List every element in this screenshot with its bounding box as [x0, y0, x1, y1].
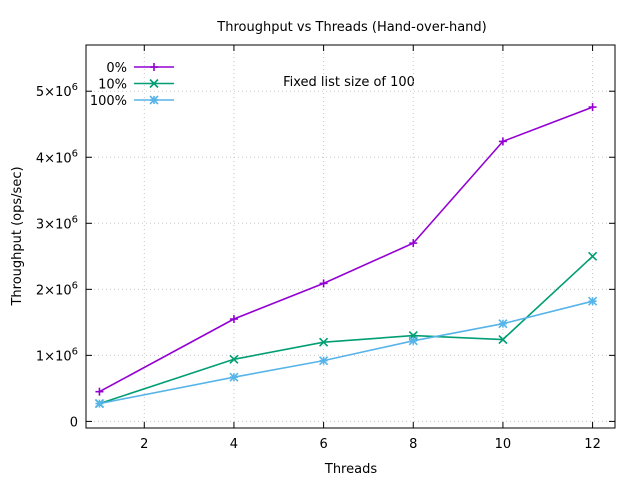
- series-layer: [94, 103, 598, 409]
- legend-item-0%: 0%: [106, 61, 174, 76]
- series-0%: [95, 103, 597, 396]
- x-tick-label: 8: [409, 437, 417, 452]
- x-tick-label: 12: [584, 437, 601, 452]
- data-point: [588, 103, 597, 112]
- axes: 2 4 6 8 10 12 0 1×106 2×106 3×106 4×106 5×106: [36, 44, 616, 452]
- x-tick-label: 4: [230, 437, 238, 452]
- data-point: [319, 356, 329, 366]
- data-point: [498, 319, 508, 329]
- data-point: [229, 354, 239, 364]
- y-tick-label: 3×106: [36, 214, 78, 232]
- data-point: [229, 315, 238, 324]
- data-point: [498, 137, 507, 146]
- chart-title: Throughput vs Threads (Hand-over-hand): [216, 20, 486, 35]
- data-point: [94, 399, 105, 409]
- series-10%: [94, 251, 598, 409]
- y-tick-label: 1×106: [36, 346, 78, 364]
- data-point: [498, 334, 508, 345]
- legend-marker: [149, 78, 159, 89]
- x-axis-label: Threads: [324, 462, 377, 477]
- legend-item-10%: 10%: [98, 78, 174, 93]
- legend: 0% 10%100%: [90, 61, 174, 109]
- x-tick-label: 2: [140, 437, 148, 452]
- data-point: [319, 337, 329, 347]
- legend-marker: [149, 95, 159, 105]
- y-tick-label: 5×106: [36, 82, 78, 100]
- x-tick-label: 10: [495, 437, 512, 452]
- chart-annotation: Fixed list size of 100: [283, 75, 415, 90]
- plot-border: [85, 44, 616, 429]
- legend-label: 100%: [90, 94, 127, 109]
- y-tick-label: 0: [70, 415, 78, 430]
- legend-item-100%: 100%: [90, 94, 174, 109]
- y-tick-label: 2×106: [36, 280, 78, 298]
- series-line: [99, 300, 593, 405]
- legend-label: 10%: [98, 78, 127, 93]
- data-point: [408, 336, 418, 346]
- data-point: [588, 296, 598, 306]
- data-point: [588, 251, 598, 261]
- data-point: [409, 239, 418, 248]
- data-point: [95, 387, 104, 396]
- y-tick-label: 4×106: [36, 148, 78, 166]
- series-line: [99, 255, 594, 405]
- x-tick-label: 6: [319, 437, 327, 452]
- grid-lines: [86, 45, 615, 428]
- series-line: [99, 106, 593, 393]
- series-100%: [94, 296, 598, 409]
- y-axis-label: Throughput (ops/sec): [10, 166, 25, 306]
- data-point: [229, 372, 239, 382]
- data-point: [319, 279, 328, 288]
- legend-label: 0%: [106, 61, 127, 76]
- legend-marker: [150, 63, 158, 71]
